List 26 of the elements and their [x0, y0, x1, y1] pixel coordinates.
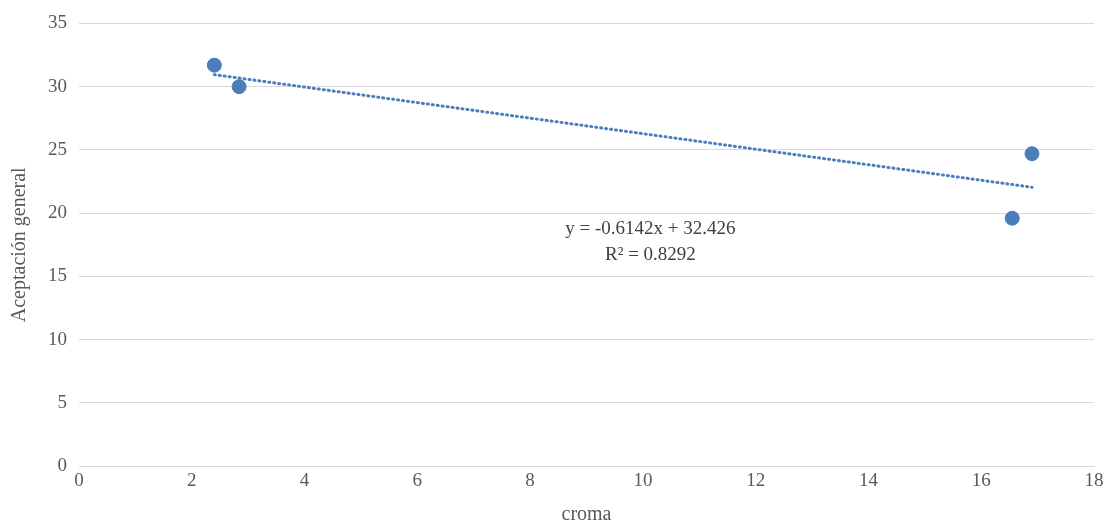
y-tick-label: 0	[57, 454, 67, 476]
y-tick-label: 20	[48, 201, 67, 223]
y-tick-label: 25	[48, 137, 67, 159]
x-tick-label: 0	[74, 468, 84, 490]
y-axis-title: Aceptación general	[7, 166, 31, 323]
point	[206, 57, 222, 73]
annotation: y = -0.6142x + 32.426	[565, 217, 736, 239]
x-tick-label: 18	[1084, 468, 1104, 490]
x-tick-label: 16	[971, 468, 991, 490]
x-tick-label: 14	[858, 468, 879, 490]
y-tick-label: 15	[48, 264, 67, 286]
point	[231, 79, 247, 95]
y-tick-label: 5	[57, 390, 67, 412]
x-tick-label: 8	[525, 468, 535, 490]
point	[1024, 146, 1040, 162]
x-tick-label: 10	[633, 468, 653, 490]
x-tick-label: 4	[299, 468, 310, 490]
annotation: R² = 0.8292	[605, 243, 696, 265]
y-tick-label: 10	[48, 327, 67, 349]
x-tick-label: 2	[187, 468, 197, 490]
y-tick-label: 30	[48, 74, 67, 96]
point	[1004, 210, 1020, 226]
y-tick-label: 35	[48, 11, 67, 33]
x-tick-label: 6	[412, 468, 423, 490]
x-tick-label: 12	[746, 468, 766, 490]
x-axis-title: croma	[561, 502, 612, 525]
